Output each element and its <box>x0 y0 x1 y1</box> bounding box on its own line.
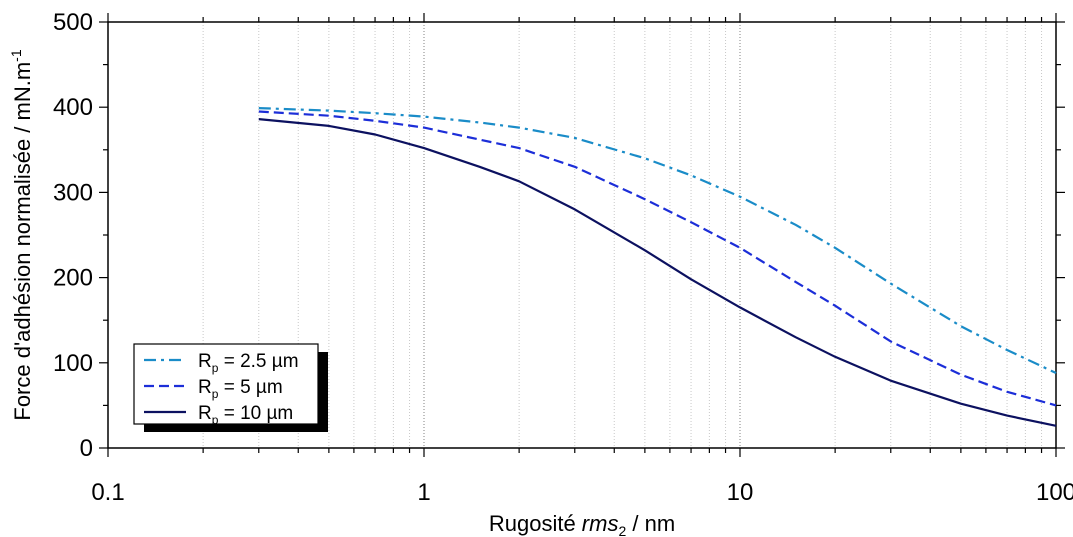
series-line-1 <box>258 107 1057 374</box>
axis-labels: 0.1 1 10 100 0 100 200 300 400 500 Rugosité rms2 /… <box>8 9 1073 537</box>
y-axis-title: Force d'adhésion normalisée / mN.m-1 <box>8 49 35 420</box>
grid <box>107 22 1043 448</box>
legend-label-2: Rp = 5 µm <box>198 377 283 401</box>
legend-label-1: Rp = 2.5 µm <box>198 351 299 375</box>
x-tick-label: 100 <box>1036 479 1073 506</box>
y-tick-label: 400 <box>53 94 93 121</box>
x-tick-label: 10 <box>727 479 754 506</box>
y-tick-label: 100 <box>53 350 93 377</box>
x-tick-label: 0.1 <box>91 479 124 506</box>
x-tick-label: 1 <box>417 479 430 506</box>
y-tick-label: 500 <box>53 9 93 36</box>
x-axis-title: Rugosité rms2 / nm <box>489 511 675 537</box>
legend-label-3: Rp = 10 µm <box>198 403 293 427</box>
y-tick-label: 200 <box>53 265 93 292</box>
series-line-3 <box>258 118 1057 427</box>
series-layer <box>258 107 1057 427</box>
axis-ticks <box>99 13 1065 457</box>
series-line-2 <box>258 110 1057 407</box>
y-tick-label: 300 <box>53 179 93 206</box>
y-tick-label: 0 <box>80 435 93 462</box>
legend-box <box>133 343 319 425</box>
